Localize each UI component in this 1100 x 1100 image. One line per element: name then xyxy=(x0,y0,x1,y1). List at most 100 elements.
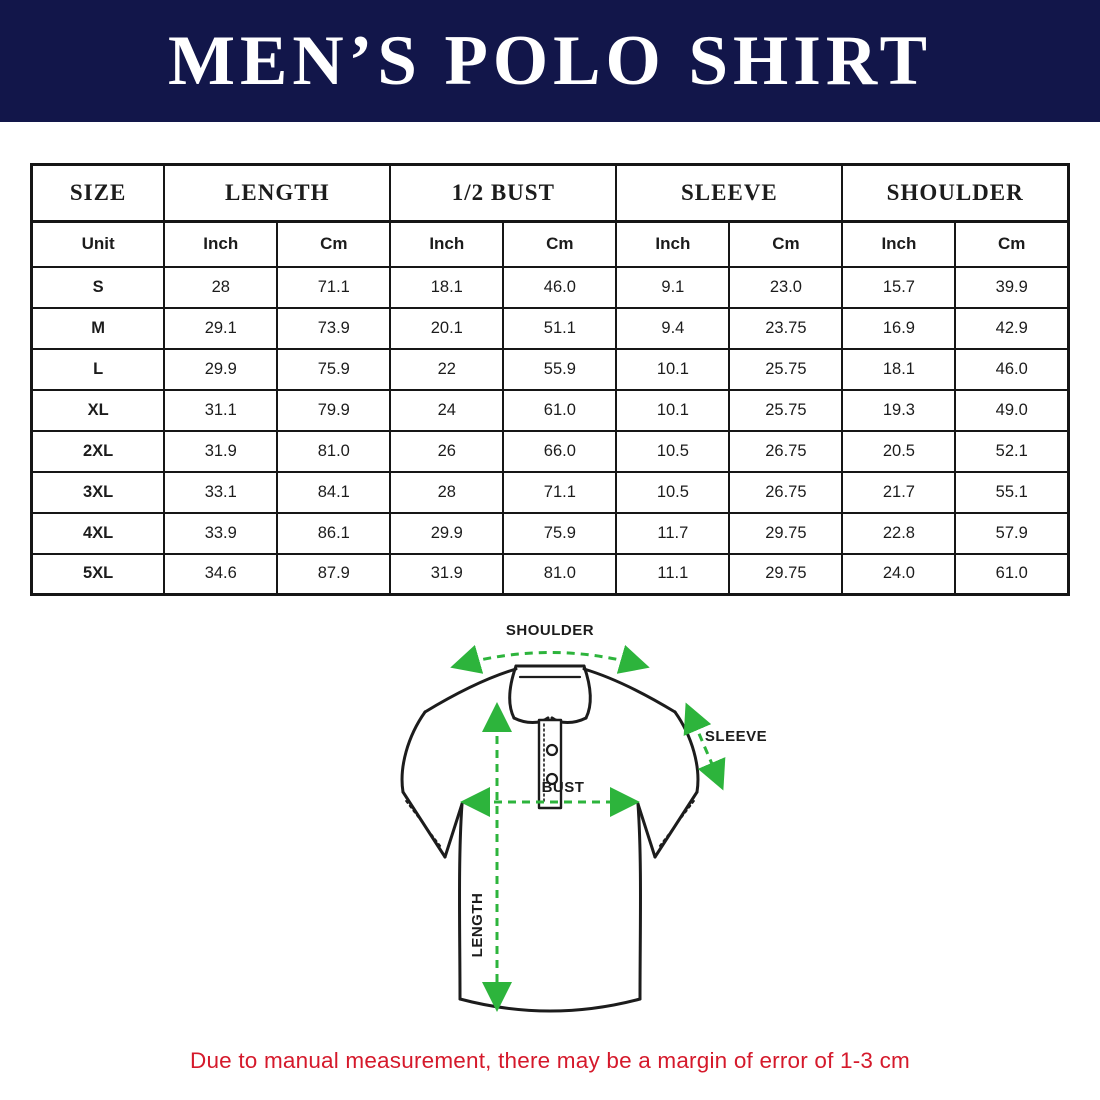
unit-header: Cm xyxy=(502,220,618,268)
value-cell: 19.3 xyxy=(841,388,957,432)
value-cell: 52.1 xyxy=(954,429,1070,473)
table-row: 4XL 33.9 86.1 29.9 75.9 11.7 29.75 22.8 57.9 xyxy=(30,511,1070,555)
value-cell: 33.1 xyxy=(163,470,279,514)
value-cell: 26.75 xyxy=(728,429,844,473)
button-bottom xyxy=(545,772,559,786)
col-header-size: SIZE xyxy=(30,163,166,223)
value-cell: 29.75 xyxy=(728,552,844,596)
value-cell: 87.9 xyxy=(276,552,392,596)
value-cell: 20.5 xyxy=(841,429,957,473)
size-cell: XL xyxy=(30,388,166,432)
unit-header: Inch xyxy=(615,220,731,268)
body-left-side xyxy=(458,802,464,1001)
value-cell: 84.1 xyxy=(276,470,392,514)
value-cell: 51.1 xyxy=(502,306,618,350)
unit-header-row: Unit Inch Cm Inch Cm Inch Cm Inch Cm xyxy=(30,220,1070,268)
size-cell: 3XL xyxy=(30,470,166,514)
value-cell: 55.9 xyxy=(502,347,618,391)
value-cell: 26.75 xyxy=(728,470,844,514)
value-cell: 86.1 xyxy=(276,511,392,555)
right-cuff-stitch xyxy=(658,800,695,848)
value-cell: 21.7 xyxy=(841,470,957,514)
value-cell: 66.0 xyxy=(502,429,618,473)
size-cell: L xyxy=(30,347,166,391)
table-row: 5XL 34.6 87.9 31.9 81.0 11.1 29.75 24.0 61.0 xyxy=(30,552,1070,596)
col-header-length: LENGTH xyxy=(163,163,392,223)
value-cell: 46.0 xyxy=(954,347,1070,391)
value-cell: 25.75 xyxy=(728,388,844,432)
value-cell: 18.1 xyxy=(841,347,957,391)
right-shoulder-seam xyxy=(582,667,677,714)
value-cell: 11.7 xyxy=(615,511,731,555)
value-cell: 81.0 xyxy=(502,552,618,596)
size-chart-section: SIZE LENGTH 1/2 BUST SLEEVE SHOULDER Uni… xyxy=(30,163,1070,596)
value-cell: 26 xyxy=(389,429,505,473)
value-cell: 31.9 xyxy=(163,429,279,473)
value-cell: 33.9 xyxy=(163,511,279,555)
polo-shirt-outline xyxy=(400,664,700,1013)
value-cell: 55.1 xyxy=(954,470,1070,514)
unit-header: Cm xyxy=(954,220,1070,268)
page-title: MEN’S POLO SHIRT xyxy=(168,21,932,100)
value-cell: 20.1 xyxy=(389,306,505,350)
value-cell: 75.9 xyxy=(502,511,618,555)
measurement-disclaimer: Due to manual measurement, there may be … xyxy=(190,1048,910,1073)
value-cell: 23.75 xyxy=(728,306,844,350)
value-cell: 61.0 xyxy=(954,552,1070,596)
value-cell: 28 xyxy=(163,265,279,309)
sleeve-label: SLEEVE xyxy=(705,728,767,745)
value-cell: 81.0 xyxy=(276,429,392,473)
value-cell: 10.5 xyxy=(615,470,731,514)
value-cell: 18.1 xyxy=(389,265,505,309)
value-cell: 23.0 xyxy=(728,265,844,309)
group-header-row: SIZE LENGTH 1/2 BUST SLEEVE SHOULDER xyxy=(30,163,1070,223)
unit-header: Inch xyxy=(163,220,279,268)
value-cell: 29.1 xyxy=(163,306,279,350)
unit-header: Inch xyxy=(389,220,505,268)
table-row: L 29.9 75.9 22 55.9 10.1 25.75 18.1 46.0 xyxy=(30,347,1070,391)
value-cell: 71.1 xyxy=(276,265,392,309)
left-shoulder-seam xyxy=(423,667,518,714)
value-cell: 10.5 xyxy=(615,429,731,473)
right-sleeve-inner xyxy=(636,802,657,859)
col-header-bust: 1/2 BUST xyxy=(389,163,618,223)
size-cell: 4XL xyxy=(30,511,166,555)
value-cell: 15.7 xyxy=(841,265,957,309)
value-cell: 22 xyxy=(389,347,505,391)
value-cell: 22.8 xyxy=(841,511,957,555)
value-cell: 25.75 xyxy=(728,347,844,391)
left-cuff-stitch xyxy=(405,800,442,848)
size-cell: M xyxy=(30,306,166,350)
value-cell: 24 xyxy=(389,388,505,432)
button-top xyxy=(545,743,559,757)
value-cell: 16.9 xyxy=(841,306,957,350)
value-cell: 29.75 xyxy=(728,511,844,555)
right-collar-outer xyxy=(582,664,592,720)
value-cell: 79.9 xyxy=(276,388,392,432)
size-table-body: S 28 71.1 18.1 46.0 9.1 23.0 15.7 39.9 M 29.1 73.9 2… xyxy=(30,265,1070,596)
table-row: S 28 71.1 18.1 46.0 9.1 23.0 15.7 39.9 xyxy=(30,265,1070,309)
hem-curve xyxy=(458,997,642,1013)
value-cell: 42.9 xyxy=(954,306,1070,350)
value-cell: 10.1 xyxy=(615,347,731,391)
size-cell: 5XL xyxy=(30,552,166,596)
size-chart-table: SIZE LENGTH 1/2 BUST SLEEVE SHOULDER Uni… xyxy=(30,163,1070,596)
value-cell: 31.1 xyxy=(163,388,279,432)
shoulder-label: SHOULDER xyxy=(506,622,594,639)
table-row: M 29.1 73.9 20.1 51.1 9.4 23.75 16.9 42.9 xyxy=(30,306,1070,350)
polo-shirt-diagram: SHOULDER SLEEVE BUST LENGTH xyxy=(400,622,767,1013)
table-row: XL 31.1 79.9 24 61.0 10.1 25.75 19.3 49.0 xyxy=(30,388,1070,432)
value-cell: 75.9 xyxy=(276,347,392,391)
bust-label: BUST xyxy=(542,779,585,796)
value-cell: 9.1 xyxy=(615,265,731,309)
value-cell: 11.1 xyxy=(615,552,731,596)
unit-header: Cm xyxy=(728,220,844,268)
unit-header: Cm xyxy=(276,220,392,268)
col-header-sleeve: SLEEVE xyxy=(615,163,844,223)
value-cell: 31.9 xyxy=(389,552,505,596)
unit-header: Inch xyxy=(841,220,957,268)
measurement-diagram: SHOULDER SLEEVE BUST LENGTH xyxy=(350,622,780,1034)
value-cell: 10.1 xyxy=(615,388,731,432)
left-sleeve-inner xyxy=(443,802,464,859)
unit-header: Unit xyxy=(30,220,166,268)
